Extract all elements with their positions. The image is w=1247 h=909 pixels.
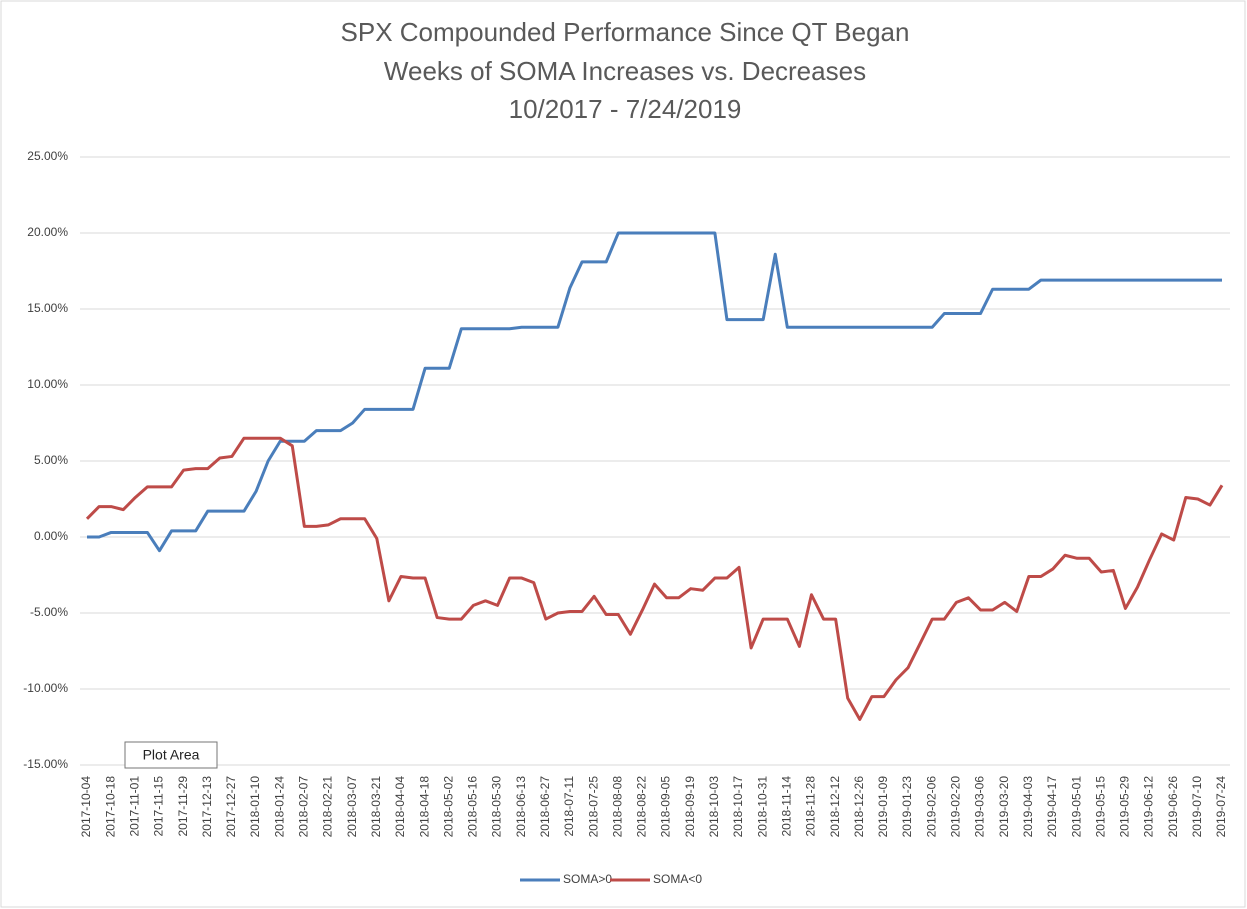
tooltip: Plot Area xyxy=(143,747,200,763)
x-tick-label: 2017-10-18 xyxy=(103,776,117,838)
y-tick-label: 20.00% xyxy=(27,225,68,239)
x-tick-label: 2017-11-15 xyxy=(152,776,166,837)
x-tick-label: 2019-02-20 xyxy=(949,776,963,838)
legend-label: SOMA<0 xyxy=(653,872,702,886)
x-tick-label: 2018-06-13 xyxy=(514,776,528,838)
x-tick-label: 2019-03-06 xyxy=(973,776,987,838)
x-tick-label: 2018-05-02 xyxy=(441,776,455,838)
x-tick-label: 2019-01-09 xyxy=(876,776,890,838)
x-tick-label: 2017-11-29 xyxy=(176,776,190,837)
x-tick-label: 2018-04-18 xyxy=(417,776,431,838)
x-tick-label: 2017-12-27 xyxy=(224,776,238,838)
x-tick-label: 2019-06-26 xyxy=(1166,776,1180,838)
x-tick-label: 2018-12-12 xyxy=(828,776,842,838)
x-tick-label: 2018-03-21 xyxy=(369,776,383,838)
x-tick-label: 2017-11-01 xyxy=(127,776,141,837)
x-tick-label: 2018-03-07 xyxy=(345,776,359,838)
y-tick-label: 0.00% xyxy=(34,529,68,543)
x-tick-label: 2018-07-11 xyxy=(562,776,576,837)
x-tick-label: 2018-09-19 xyxy=(683,776,697,838)
x-tick-label: 2019-05-15 xyxy=(1093,776,1107,838)
x-tick-label: 2018-02-07 xyxy=(297,776,311,838)
x-tick-label: 2019-05-29 xyxy=(1118,776,1132,838)
x-tick-label: 2018-02-21 xyxy=(321,776,335,838)
x-tick-label: 2019-03-20 xyxy=(997,776,1011,838)
x-tick-label: 2018-10-17 xyxy=(731,776,745,838)
x-tick-label: 2019-01-23 xyxy=(900,776,914,838)
y-tick-label: -5.00% xyxy=(30,605,68,619)
x-tick-label: 2018-08-22 xyxy=(635,776,649,838)
y-tick-label: -10.00% xyxy=(23,681,68,695)
chart-subtitle: Weeks of SOMA Increases vs. Decreases xyxy=(384,56,866,86)
chart-title: SPX Compounded Performance Since QT Bega… xyxy=(341,17,910,47)
x-tick-label: 2019-02-06 xyxy=(924,776,938,838)
x-tick-label: 2019-07-10 xyxy=(1190,776,1204,838)
x-tick-label: 2018-11-14 xyxy=(779,776,793,837)
x-tick-label: 2018-01-24 xyxy=(272,776,286,838)
y-tick-label: -15.00% xyxy=(23,757,68,771)
x-tick-label: 2019-05-01 xyxy=(1069,776,1083,838)
x-tick-label: 2018-01-10 xyxy=(248,776,262,838)
chart-subtitle: 10/2017 - 7/24/2019 xyxy=(509,94,742,124)
x-tick-label: 2019-07-24 xyxy=(1214,776,1228,838)
x-tick-label: 2018-11-28 xyxy=(804,776,818,837)
y-tick-label: 10.00% xyxy=(27,377,68,391)
x-tick-label: 2019-04-17 xyxy=(1045,776,1059,838)
line xyxy=(85,436,1224,721)
x-tick-label: 2018-04-04 xyxy=(393,776,407,838)
x-tick-label: 2018-09-05 xyxy=(659,776,673,838)
y-tick-label: 15.00% xyxy=(27,301,68,315)
x-tick-label: 2019-06-12 xyxy=(1142,776,1156,838)
x-tick-label: 2018-12-26 xyxy=(852,776,866,838)
x-tick-label: 2018-08-08 xyxy=(610,776,624,838)
x-tick-label: 2017-12-13 xyxy=(200,776,214,838)
x-tick-label: 2018-10-31 xyxy=(755,776,769,838)
y-tick-label: 25.00% xyxy=(27,149,68,163)
x-tick-label: 2018-07-25 xyxy=(586,776,600,838)
x-tick-label: 2018-05-30 xyxy=(490,776,504,838)
x-tick-label: 2018-06-27 xyxy=(538,776,552,838)
legend-label: SOMA>0 xyxy=(563,872,612,886)
tooltip-box xyxy=(124,741,218,769)
x-tick-label: 2019-04-03 xyxy=(1021,776,1035,838)
y-tick-label: 5.00% xyxy=(34,453,68,467)
x-tick-label: 2018-05-16 xyxy=(466,776,480,838)
line xyxy=(87,231,1222,553)
x-tick-label: 2018-10-03 xyxy=(707,776,721,838)
x-tick-label: 2017-10-04 xyxy=(79,776,93,838)
